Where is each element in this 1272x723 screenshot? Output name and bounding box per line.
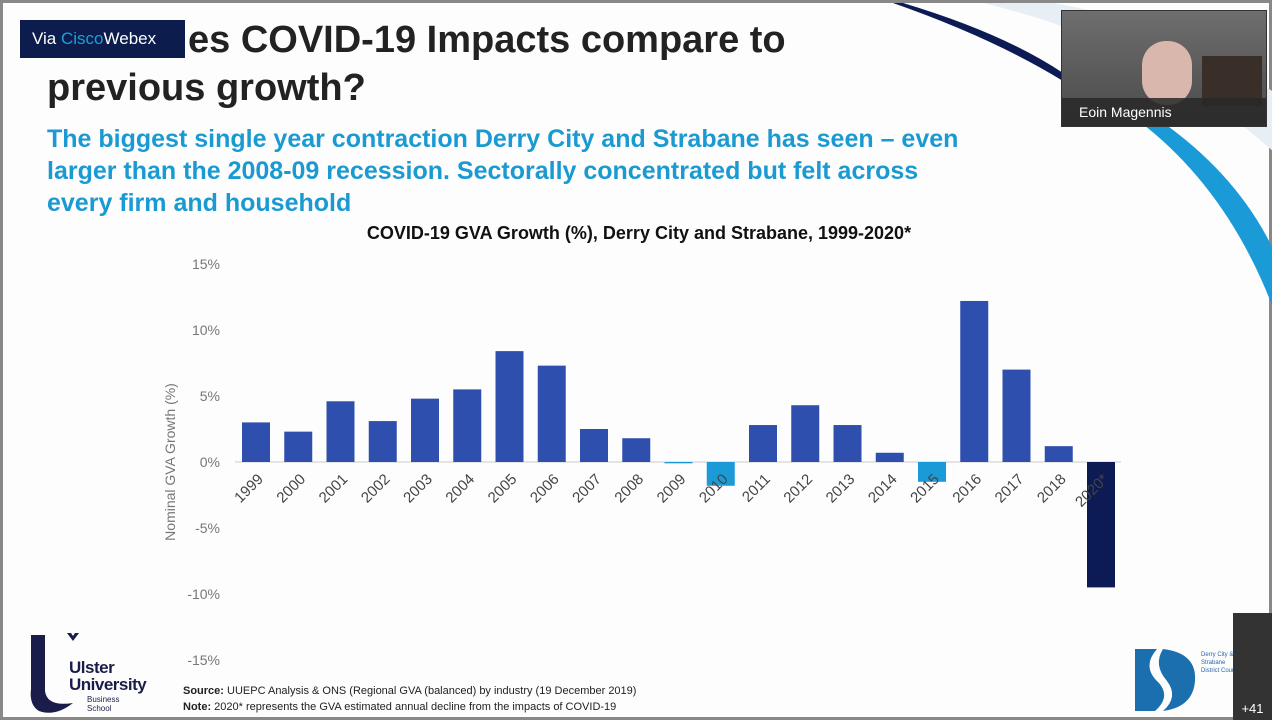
chart-title-text: COVID-19 GVA Growth (%), Derry City and …: [366, 223, 912, 243]
note-label: Note:: [183, 701, 212, 713]
x-tick-label: 2009: [654, 471, 690, 507]
x-tick-label: 2008: [611, 471, 647, 507]
y-axis-label: Nominal GVA Growth (%): [162, 383, 178, 541]
participant-video[interactable]: Eoin Magennis: [1061, 10, 1267, 127]
x-tick-label: 2004: [442, 471, 478, 507]
x-tick-label: 2005: [485, 471, 521, 507]
via-text: Via: [32, 29, 57, 48]
y-tick-label: -15%: [187, 652, 220, 668]
x-tick-label: 2014: [865, 471, 901, 507]
y-tick-label: 10%: [192, 322, 220, 338]
bar-2001: [326, 401, 355, 462]
bar-2017: [1002, 369, 1031, 462]
more-count: +41: [1241, 701, 1264, 716]
bar-2007: [580, 429, 608, 462]
ulster-name-2: University: [69, 675, 147, 694]
bar-2002: [368, 421, 397, 462]
x-tick-label: 2013: [823, 471, 859, 507]
bar-1999: [242, 422, 270, 462]
council-logo: [1135, 649, 1196, 711]
slide-title-line1: es COVID-19 Impacts compare to: [188, 19, 786, 61]
bar-chart: 15% 10% 5% 0% -5% -10% -15% Nominal GVA Growth …: [162, 256, 1121, 668]
bar-2013: [833, 425, 862, 462]
bar-2009: [664, 462, 693, 464]
slide-subtitle: The biggest single year contraction Derr…: [47, 125, 959, 217]
bar-2005: [495, 351, 524, 462]
source-text: UUEPC Analysis & ONS (Regional GVA (bala…: [223, 685, 637, 697]
bar-2003: [411, 398, 439, 462]
x-tick-label: 2017: [992, 471, 1028, 507]
bar-2018: [1044, 446, 1073, 462]
x-tick-label: 2016: [949, 471, 985, 507]
bar-2006: [537, 365, 566, 462]
note-text: 2020* represents the GVA estimated annua…: [211, 701, 617, 713]
note-line: Note: 2020* represents the GVA estimated…: [183, 699, 636, 715]
x-tick-label: 2000: [273, 471, 309, 507]
bar-2010: [706, 462, 735, 486]
chart-title: COVID-19 GVA Growth (%), Derry City and …: [3, 223, 1272, 244]
webex-banner: Via CiscoWebex: [20, 20, 185, 58]
bar-2011: [749, 425, 777, 462]
business-school: Business School: [87, 695, 119, 713]
bar-2015: [918, 462, 946, 482]
more-participants-button[interactable]: +41: [1233, 613, 1272, 720]
x-tick-label: 2007: [569, 471, 605, 507]
x-tick-label: 2011: [739, 471, 774, 506]
bookshelf: [1202, 56, 1262, 106]
participant-name: Eoin Magennis: [1062, 98, 1266, 126]
y-tick-label: 15%: [192, 256, 220, 272]
x-tick-label: 2006: [527, 471, 563, 507]
bar-2008: [622, 438, 651, 462]
x-tick-label: 2003: [400, 471, 436, 507]
x-tick-label: 2001: [316, 471, 352, 507]
cisco-text: Cisco: [61, 29, 104, 48]
y-tick-label: 5%: [200, 388, 220, 404]
source-line: Source: UUEPC Analysis & ONS (Regional G…: [183, 683, 636, 699]
x-tick-label: 2002: [358, 471, 394, 507]
bs-2: School: [87, 704, 112, 713]
bar-2014: [875, 452, 904, 462]
x-tick-label: 2018: [1034, 471, 1070, 507]
participant-avatar: [1142, 41, 1192, 105]
bar-2016: [960, 300, 989, 462]
x-tick-label: 1999: [231, 471, 267, 507]
slide-title-line2: previous growth?: [47, 67, 366, 109]
source-label: Source:: [183, 685, 224, 697]
source-note: Source: UUEPC Analysis & ONS (Regional G…: [183, 683, 636, 715]
y-tick-label: -10%: [187, 586, 220, 602]
bar-2012: [791, 405, 820, 462]
ulster-name-1: Ulster: [69, 658, 115, 677]
bar-2020*: [1087, 462, 1115, 588]
bar-2004: [453, 389, 482, 462]
bs-1: Business: [87, 695, 120, 704]
ulster-name: Ulster University: [69, 658, 147, 694]
y-tick-label: 0%: [200, 454, 220, 470]
ulster-university-logo: [30, 633, 79, 713]
bar-2000: [284, 431, 313, 462]
y-tick-label: -5%: [195, 520, 220, 536]
webex-text: Webex: [103, 29, 157, 48]
x-tick-label: 2012: [780, 471, 816, 507]
council-text: Derry City & Strabane District Council: [1201, 652, 1241, 674]
